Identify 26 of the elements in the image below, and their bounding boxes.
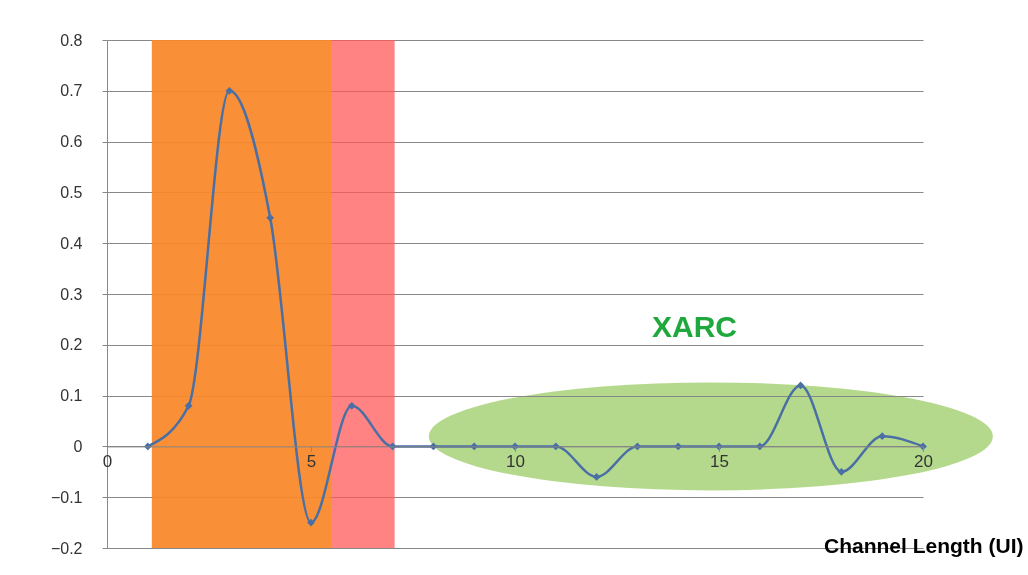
point — [796, 381, 805, 390]
x-tick-label: 10 — [506, 451, 525, 471]
y-tick-label: 0 — [73, 437, 83, 455]
x-tick-label: 20 — [914, 451, 933, 471]
y-tick-label: 0.1 — [60, 387, 83, 405]
annotation: XARC — [652, 310, 738, 344]
x-tick-label: 5 — [306, 451, 317, 471]
x-tick-label: 15 — [710, 451, 729, 471]
point — [878, 432, 887, 441]
y-tick-label: 0.8 — [60, 31, 83, 49]
y-tick-label: −0.1 — [50, 488, 83, 506]
y-tick-label: 0.3 — [60, 285, 83, 303]
y-tick-label: 0.7 — [60, 82, 83, 100]
y-tick-label: 0.6 — [60, 133, 83, 151]
y-tick-label: 0.2 — [60, 336, 83, 354]
x-axis-title: Channel Length (UI) — [824, 533, 1024, 557]
point — [592, 473, 601, 481]
point — [837, 467, 846, 476]
point — [347, 401, 356, 410]
point — [266, 213, 275, 222]
point — [184, 401, 193, 410]
y-tick-label: 0.4 — [60, 234, 83, 252]
point — [307, 518, 315, 527]
point — [225, 86, 234, 95]
y-tick-label: −0.2 — [50, 539, 83, 557]
y-tick-label: 0.5 — [60, 183, 83, 201]
